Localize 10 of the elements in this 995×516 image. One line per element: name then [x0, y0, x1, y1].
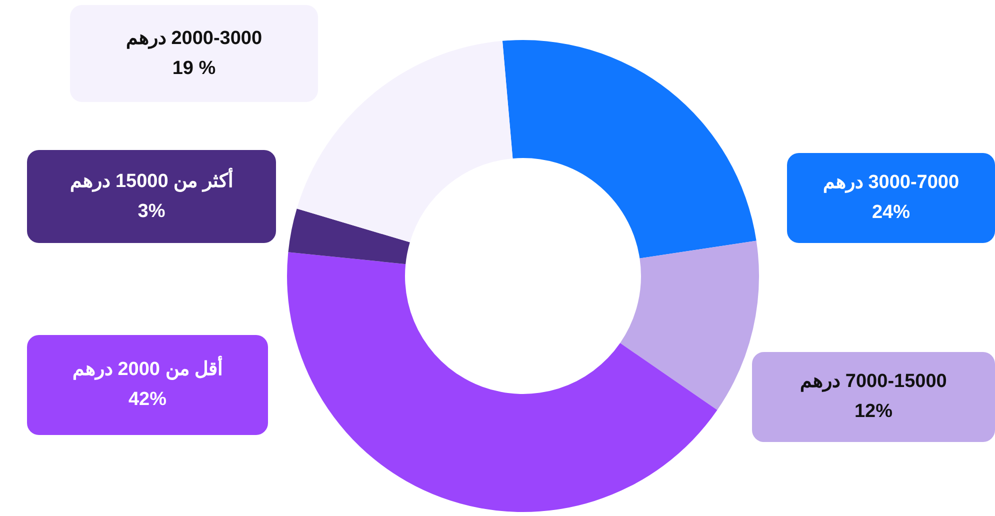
data-label: 42%: [127, 388, 168, 412]
data-label: 19 %: [171, 56, 217, 80]
data-label: 3%: [136, 200, 166, 224]
slice-label: 7000-15000 درهم: [799, 370, 948, 394]
data-label: 24%: [870, 201, 912, 225]
slice-label: 3000-7000 درهم: [822, 171, 960, 195]
slice-label: 2000-3000 درهم: [124, 26, 264, 51]
slice-label: أكثر من 15000 درهم: [69, 166, 234, 194]
data-label: 12%: [853, 400, 894, 424]
slice-label: أقل من 2000 درهم: [71, 355, 224, 382]
